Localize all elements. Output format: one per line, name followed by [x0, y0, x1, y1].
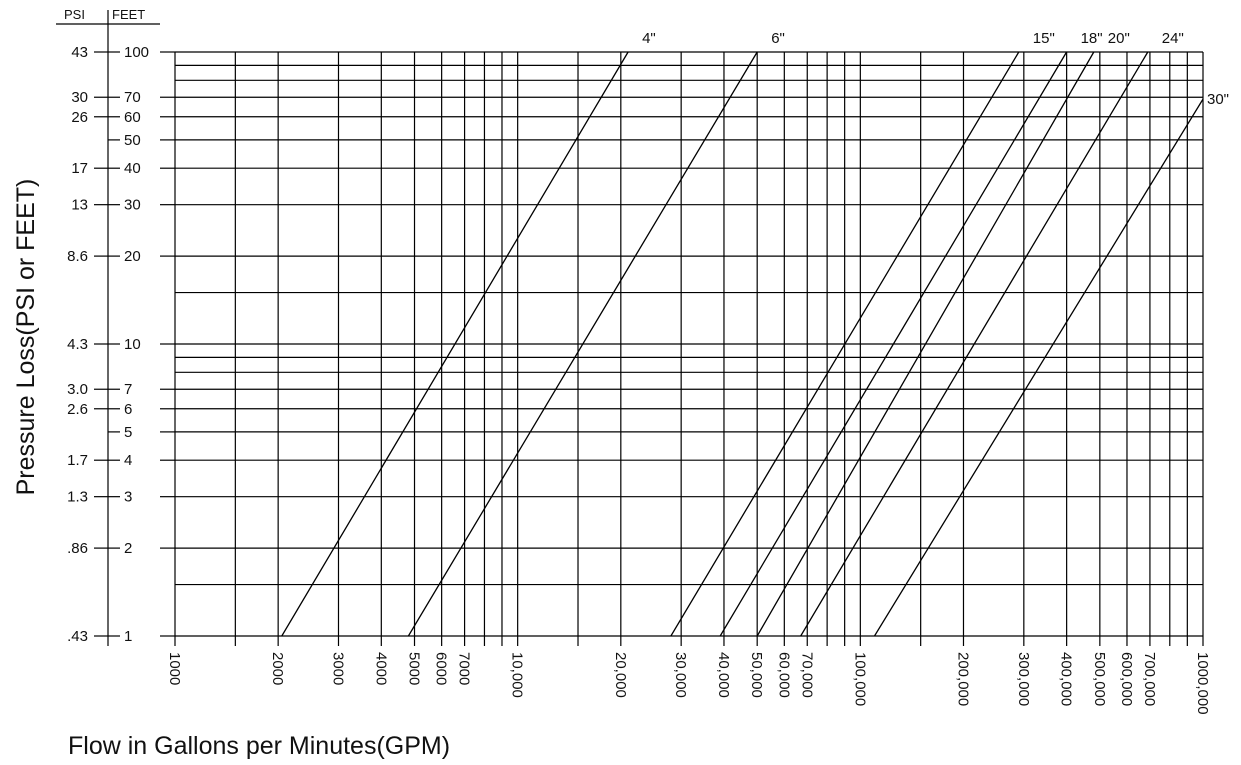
pipe-size-label: 6" — [771, 30, 785, 47]
x-axis-title: Flow in Gallons per Minutes(GPM) — [68, 732, 450, 760]
feet-column-header: FEET — [112, 7, 145, 22]
psi-tick-label: 1.3 — [67, 489, 88, 506]
x-tick-label: 6000 — [433, 652, 450, 685]
x-tick-label: 300,000 — [1015, 652, 1032, 706]
psi-tick-label: .86 — [67, 540, 88, 557]
psi-tick-label: 8.6 — [67, 248, 88, 265]
x-tick-label: 700,000 — [1141, 652, 1158, 706]
psi-tick-label: .43 — [67, 628, 88, 645]
x-tick-label: 2000 — [269, 652, 286, 685]
x-tick-label: 1000 — [166, 652, 183, 685]
tick-labels: 10070605040302010765432143302617138.64.3… — [67, 44, 1211, 715]
x-tick-label: 500,000 — [1091, 652, 1108, 706]
pipe-size-line — [407, 51, 758, 637]
psi-tick-label: 17 — [71, 160, 88, 177]
x-tick-label: 20,000 — [612, 652, 629, 698]
grid — [174, 51, 1204, 646]
pipe-size-label: 24" — [1162, 30, 1184, 47]
x-tick-label: 5000 — [406, 652, 423, 685]
x-tick-label: 4000 — [372, 652, 389, 685]
psi-tick-label: 1.7 — [67, 452, 88, 469]
pipe-size-line — [800, 51, 1149, 637]
pipe-size-label: 4" — [642, 30, 656, 47]
pipe-size-line — [756, 51, 1095, 637]
pipe-size-line — [281, 51, 629, 637]
x-tick-label: 30,000 — [672, 652, 689, 698]
x-tick-label: 3000 — [330, 652, 347, 685]
psi-tick-label: 4.3 — [67, 336, 88, 353]
feet-tick-label: 20 — [124, 248, 141, 265]
feet-tick-label: 2 — [124, 540, 132, 557]
pipe-size-line — [873, 98, 1204, 637]
pipe-size-label: 20" — [1108, 30, 1130, 47]
feet-tick-label: 40 — [124, 160, 141, 177]
feet-tick-label: 10 — [124, 336, 141, 353]
x-tick-label: 400,000 — [1058, 652, 1075, 706]
feet-tick-label: 5 — [124, 424, 132, 441]
y-axis-headers: PSI FEET — [56, 7, 160, 25]
pipe-size-line — [670, 51, 1020, 637]
y-axis-title: Pressure Loss(PSI or FEET) — [12, 179, 40, 496]
feet-tick-label: 100 — [124, 44, 149, 61]
x-tick-label: 50,000 — [748, 652, 765, 698]
x-tick-label: 10,000 — [509, 652, 526, 698]
feet-tick-label: 30 — [124, 197, 141, 214]
psi-tick-label: 30 — [71, 89, 88, 106]
pipe-size-label: 18" — [1081, 30, 1103, 47]
psi-tick-label: 26 — [71, 109, 88, 126]
psi-tick-label: 2.6 — [67, 401, 88, 418]
feet-tick-label: 1 — [124, 628, 132, 645]
x-tick-label: 600,000 — [1118, 652, 1135, 706]
pipe-size-line — [719, 51, 1068, 637]
x-tick-label: 7000 — [456, 652, 473, 685]
feet-tick-label: 60 — [124, 109, 141, 126]
x-tick-label: 40,000 — [715, 652, 732, 698]
pipe-size-label: 30" — [1207, 91, 1229, 108]
psi-tick-label: 3.0 — [67, 381, 88, 398]
feet-tick-label: 4 — [124, 452, 132, 469]
psi-column-header: PSI — [64, 7, 85, 22]
x-tick-label: 200,000 — [955, 652, 972, 706]
feet-tick-label: 50 — [124, 132, 141, 149]
feet-tick-label: 7 — [124, 381, 132, 398]
feet-tick-label: 70 — [124, 89, 141, 106]
psi-tick-label: 13 — [71, 197, 88, 214]
x-tick-label: 1000,000 — [1194, 652, 1211, 715]
pipe-size-label: 15" — [1033, 30, 1055, 47]
x-tick-label: 60,000 — [775, 652, 792, 698]
x-tick-label: 100,000 — [851, 652, 868, 706]
feet-tick-label: 3 — [124, 489, 132, 506]
pipe-size-lines: 4" 6" 15" 18" 20" 24" 30" — [281, 30, 1229, 637]
feet-tick-label: 6 — [124, 401, 132, 418]
psi-tick-label: 43 — [71, 44, 88, 61]
x-tick-label: 70,000 — [798, 652, 815, 698]
